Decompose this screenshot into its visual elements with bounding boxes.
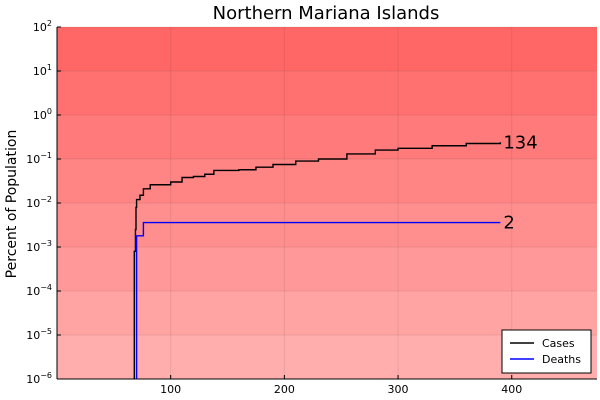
series-end-label-deaths: 2 — [503, 213, 514, 234]
legend-label-cases: Cases — [542, 337, 575, 350]
y-axis-label: Percent of Population — [4, 130, 20, 279]
y-tick-label: 10−1 — [26, 151, 52, 166]
background-band — [57, 247, 597, 291]
x-axis-ticks: 100 200 300 400 — [160, 375, 522, 396]
y-tick-label: 10−5 — [26, 327, 52, 342]
legend: Cases Deaths — [501, 329, 592, 374]
y-tick-label: 102 — [33, 19, 52, 34]
y-tick-label: 100 — [33, 107, 52, 122]
chart-title: Northern Mariana Islands — [213, 3, 440, 24]
background-band — [57, 27, 597, 71]
legend-label-deaths: Deaths — [542, 353, 581, 366]
y-tick-label: 10−2 — [26, 195, 52, 210]
x-tick-label: 100 — [160, 383, 181, 396]
background-band — [57, 203, 597, 247]
x-tick-label: 400 — [501, 383, 522, 396]
background-band — [57, 115, 597, 159]
background-bands — [57, 27, 597, 379]
series-line-cases — [133, 142, 502, 379]
background-band — [57, 291, 597, 335]
x-tick-label: 300 — [388, 383, 409, 396]
background-band — [57, 71, 597, 115]
series-end-label-cases: 134 — [503, 132, 537, 153]
y-tick-label: 10−6 — [26, 371, 52, 386]
legend-box — [501, 329, 592, 374]
y-axis-ticks: 10−6 10−5 10−4 10−3 10−2 10−1 100 101 102 — [26, 19, 61, 386]
x-tick-label: 200 — [274, 383, 295, 396]
y-tick-label: 10−4 — [26, 283, 52, 298]
series-line-deaths — [135, 221, 501, 379]
y-tick-label: 101 — [33, 63, 52, 78]
series-group — [133, 142, 502, 379]
y-tick-label: 10−3 — [26, 239, 52, 254]
background-band — [57, 159, 597, 203]
end-labels: 134 2 — [503, 132, 537, 233]
